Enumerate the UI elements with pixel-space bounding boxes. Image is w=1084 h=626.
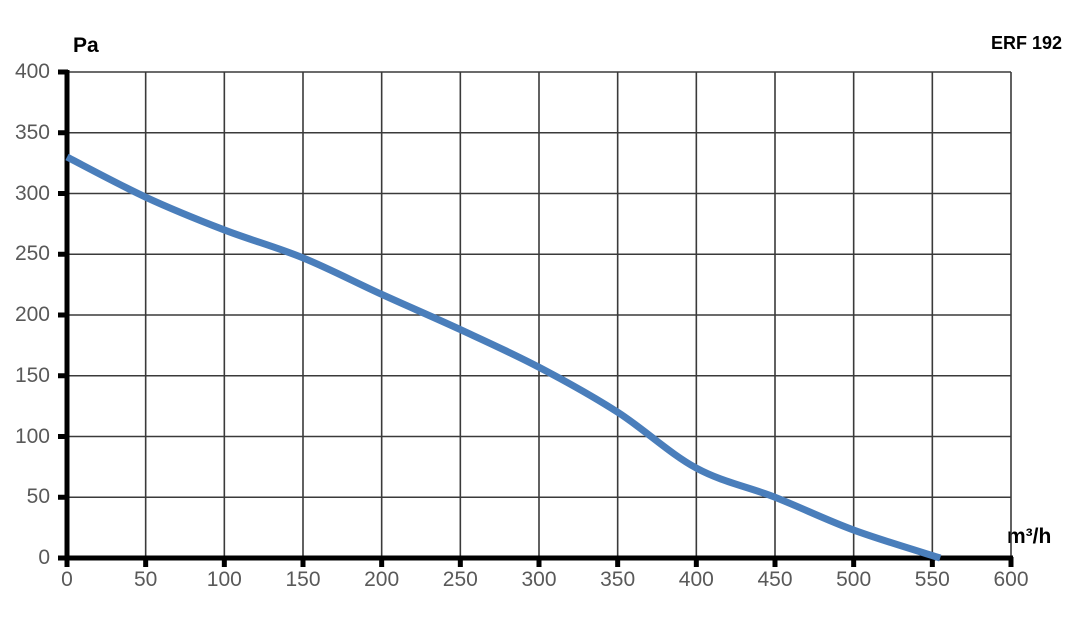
x-tick-label: 0 <box>61 568 73 591</box>
x-tick-label: 250 <box>442 568 478 591</box>
x-tick-label: 100 <box>206 568 242 591</box>
x-tick-label: 300 <box>521 568 557 591</box>
y-tick-label: 150 <box>14 363 50 387</box>
x-axis-title: m³/h <box>1007 525 1052 548</box>
series-name-label: ERF 192 <box>990 33 1062 53</box>
x-tick-label: 400 <box>678 568 714 591</box>
x-tick-label: 200 <box>364 568 400 591</box>
y-tick-label: 0 <box>38 546 50 569</box>
x-tick-label: 550 <box>914 568 950 591</box>
x-tick-label: 450 <box>757 568 793 591</box>
x-tick-label: 50 <box>133 568 158 591</box>
curve-series-0 <box>65 153 942 562</box>
x-tick-label: 600 <box>993 568 1029 591</box>
x-tick-label: 500 <box>836 568 872 591</box>
y-tick-label: 250 <box>14 242 50 266</box>
y-tick-label: 350 <box>14 120 50 144</box>
grid-lines <box>67 71 1012 558</box>
y-tick-label: 300 <box>14 181 50 205</box>
curve-layer <box>65 153 942 562</box>
x-tick-label: 150 <box>285 568 321 591</box>
y-axis-title: Pa <box>73 34 99 57</box>
y-tick-label: 50 <box>26 485 50 509</box>
y-tick-label: 100 <box>14 424 50 448</box>
x-tick-label: 350 <box>600 568 636 591</box>
y-tick-label: 400 <box>14 60 50 83</box>
tick-marks <box>58 69 1014 567</box>
y-tick-label: 200 <box>14 303 50 326</box>
